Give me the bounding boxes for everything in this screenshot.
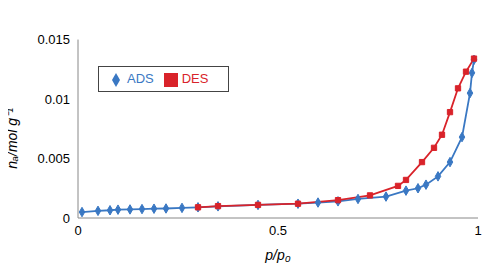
svg-text:0.005: 0.005	[37, 151, 70, 166]
svg-text:0.015: 0.015	[37, 32, 70, 47]
html-text:DES: DES	[181, 71, 209, 86]
html-text:ADS: ADS	[127, 71, 154, 86]
svg-text:0: 0	[74, 223, 81, 238]
svg-text:nₐ/mol g⁻¹: nₐ/mol g⁻¹	[8, 108, 20, 169]
svg-text:1: 1	[474, 223, 481, 238]
svg-text:0.5: 0.5	[269, 223, 287, 238]
svg-text:0: 0	[63, 211, 70, 226]
svg-text:0.01: 0.01	[45, 92, 70, 107]
svg-text:p/p₀: p/p₀	[264, 247, 290, 263]
